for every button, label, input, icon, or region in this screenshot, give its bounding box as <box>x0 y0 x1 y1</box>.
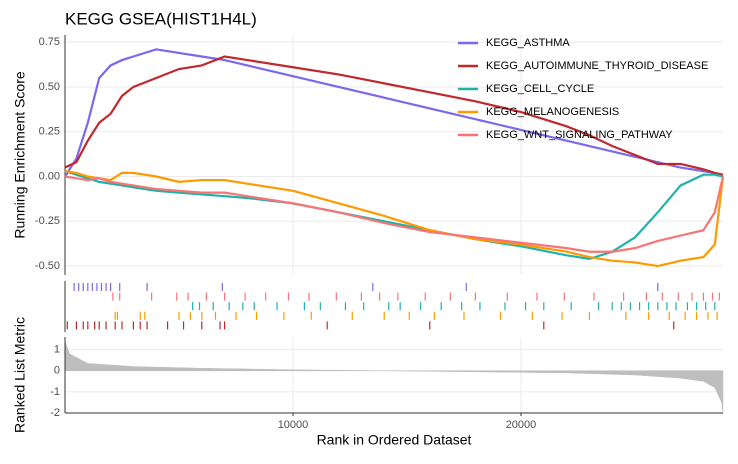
legend-label: KEGG_MELANOGENESIS <box>486 106 619 118</box>
y-tick-label: -0.25 <box>35 215 60 227</box>
x-tick-label: 10000 <box>278 419 309 431</box>
y-tick-label: 0.25 <box>39 126 60 138</box>
enrichment-line <box>64 175 725 253</box>
y-tick-label: 1 <box>54 344 60 356</box>
y-tick-label: 0.50 <box>39 81 60 93</box>
metric-area <box>64 341 724 414</box>
y-tick-label: -1 <box>50 386 60 398</box>
y-tick-label: -0.50 <box>35 260 60 272</box>
y-tick-label: 0.75 <box>39 36 60 48</box>
y-tick-label: -2 <box>50 407 60 419</box>
y-tick-label: 0 <box>54 365 60 377</box>
enrichment-line <box>64 170 724 261</box>
x-tick-label: 20000 <box>506 419 537 431</box>
legend-label: KEGG_CELL_CYCLE <box>486 83 594 95</box>
y-axis-label: Running Enrichment Score <box>12 71 28 239</box>
legend-label: KEGG_AUTOIMMUNE_THYROID_DISEASE <box>486 60 708 72</box>
enrichment-line <box>64 170 725 268</box>
legend-label: KEGG_ASTHMA <box>486 37 570 49</box>
y-tick-label: 0.00 <box>39 170 60 182</box>
y-axis-label: Ranked List Metric <box>12 317 28 433</box>
x-axis-label: Rank in Ordered Dataset <box>317 432 472 448</box>
chart-title: KEGG GSEA(HIST1H4L) <box>65 9 257 28</box>
legend-label: KEGG_WNT_SIGNALING_PATHWAY <box>486 129 673 141</box>
enrichment-line <box>64 55 724 176</box>
